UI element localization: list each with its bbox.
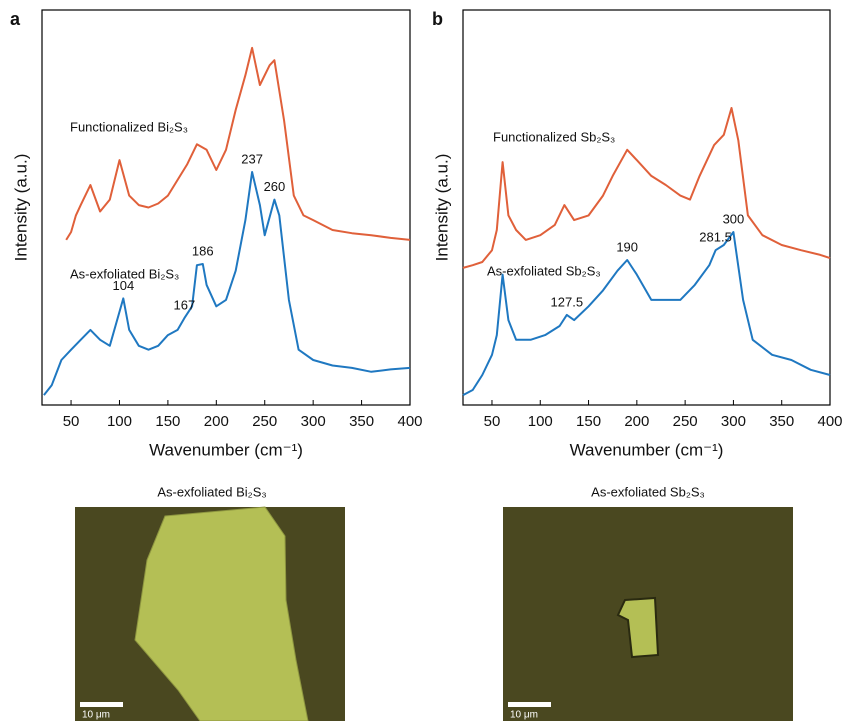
figure: a b As-exfoliated Bi₂S₃ 10 μm As-exfolia… (0, 0, 850, 721)
panel-label: b (432, 9, 443, 29)
spectrum-line (66, 48, 410, 240)
scale-bar (508, 702, 551, 707)
x-tick-label: 300 (721, 413, 746, 430)
x-tick-label: 100 (107, 413, 132, 430)
peak-label: 281.5 (699, 230, 732, 245)
x-axis-label: Wavenumber (cm⁻¹) (570, 440, 724, 459)
peak-label: 300 (723, 211, 745, 226)
x-tick-label: 400 (397, 413, 422, 430)
image-title: As-exfoliated Bi₂S₃ (157, 484, 266, 499)
peak-label: 167 (174, 298, 196, 313)
peak-label: 127.5 (551, 294, 584, 309)
x-tick-label: 300 (301, 413, 326, 430)
spectrum-line (463, 232, 830, 395)
peak-label: 237 (241, 151, 263, 166)
scale-bar-label: 10 μm (510, 710, 538, 721)
y-axis-label: Intensity (a.u.) (432, 154, 451, 262)
x-tick-label: 350 (349, 413, 374, 430)
scale-bar (80, 702, 123, 707)
panel-label: a (10, 9, 21, 29)
x-tick-label: 200 (204, 413, 229, 430)
peak-label: 260 (264, 179, 286, 194)
series-label: As-exfoliated Sb₂S₃ (487, 263, 601, 278)
x-tick-label: 250 (252, 413, 277, 430)
x-axis-label: Wavenumber (cm⁻¹) (149, 440, 303, 459)
image-title: As-exfoliated Sb₂S₃ (591, 484, 705, 499)
peak-label: 190 (616, 239, 638, 254)
x-tick-label: 200 (624, 413, 649, 430)
x-tick-label: 50 (484, 413, 501, 430)
series-label: Functionalized Bi₂S₃ (70, 119, 188, 134)
x-tick-label: 400 (817, 413, 842, 430)
x-tick-label: 350 (769, 413, 794, 430)
peak-label: 104 (112, 278, 134, 293)
x-tick-label: 150 (155, 413, 180, 430)
x-tick-label: 150 (576, 413, 601, 430)
plot-frame (42, 10, 410, 405)
y-axis-label: Intensity (a.u.) (11, 154, 30, 262)
x-tick-label: 250 (673, 413, 698, 430)
scale-bar-label: 10 μm (82, 710, 110, 721)
series-label: Functionalized Sb₂S₃ (493, 129, 615, 144)
peak-label: 186 (192, 243, 214, 258)
plot-frame (463, 10, 830, 405)
x-tick-label: 50 (63, 413, 80, 430)
x-tick-label: 100 (528, 413, 553, 430)
